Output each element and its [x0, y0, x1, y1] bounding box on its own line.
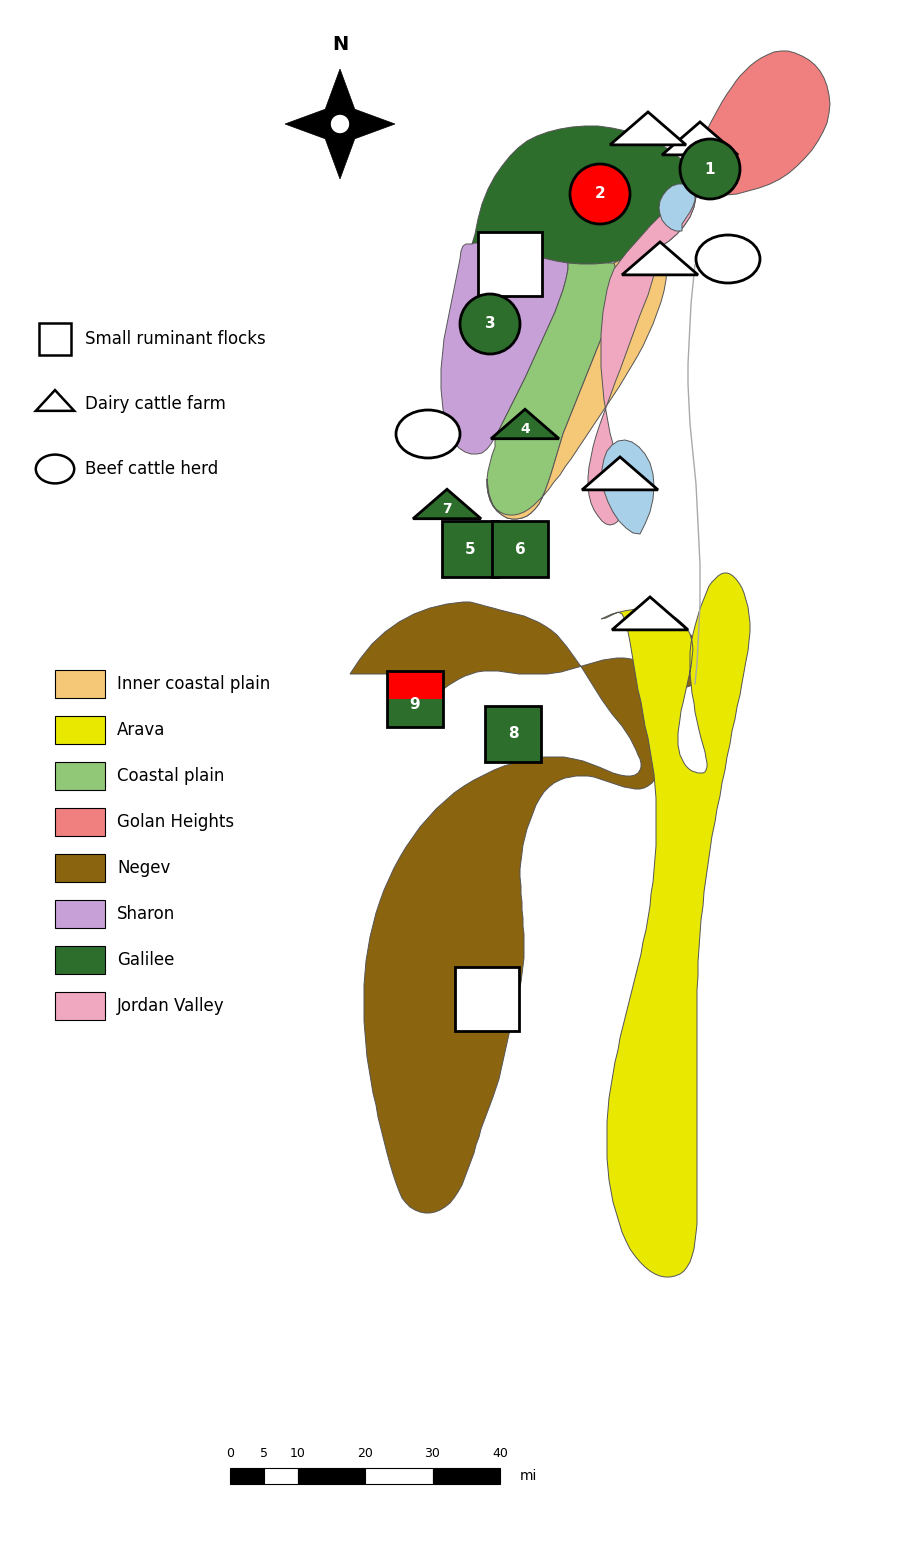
Polygon shape: [472, 126, 696, 264]
Polygon shape: [612, 597, 688, 629]
Bar: [298, 1469, 365, 1484]
Bar: [387, 699, 443, 727]
Bar: [264, 1469, 298, 1484]
Polygon shape: [610, 112, 686, 145]
Polygon shape: [582, 457, 658, 490]
Text: 2: 2: [595, 186, 606, 202]
Bar: [365, 1469, 433, 1484]
Text: Arava: Arava: [117, 721, 166, 740]
Bar: [492, 521, 548, 577]
Bar: [387, 671, 443, 699]
Text: 7: 7: [442, 502, 452, 516]
Text: Negev: Negev: [117, 859, 170, 876]
Text: Sharon: Sharon: [117, 904, 176, 923]
Polygon shape: [602, 440, 654, 535]
Text: 5: 5: [260, 1447, 268, 1461]
Text: 8: 8: [508, 727, 518, 741]
Bar: [55, 900, 105, 928]
Text: N: N: [332, 36, 348, 54]
Ellipse shape: [36, 455, 74, 483]
Text: 4: 4: [520, 423, 530, 437]
Bar: [55, 991, 105, 1019]
Text: 1: 1: [705, 162, 716, 177]
Text: Small ruminant flocks: Small ruminant flocks: [85, 329, 266, 348]
Polygon shape: [588, 169, 696, 525]
Bar: [55, 808, 105, 836]
Text: 30: 30: [425, 1447, 440, 1461]
Bar: [39, 323, 71, 354]
Ellipse shape: [396, 410, 460, 458]
Polygon shape: [688, 51, 830, 196]
Polygon shape: [413, 490, 481, 519]
Circle shape: [680, 138, 740, 199]
Text: Coastal plain: Coastal plain: [117, 768, 224, 785]
Polygon shape: [441, 242, 568, 454]
Text: Galilee: Galilee: [117, 951, 175, 970]
Polygon shape: [659, 183, 695, 232]
Bar: [55, 670, 105, 698]
Text: mi: mi: [520, 1469, 537, 1483]
Polygon shape: [491, 409, 559, 438]
Text: 6: 6: [515, 541, 526, 556]
Polygon shape: [601, 573, 750, 1277]
Text: 3: 3: [485, 317, 495, 331]
Polygon shape: [622, 242, 698, 275]
Bar: [433, 1469, 500, 1484]
Polygon shape: [487, 247, 667, 519]
Polygon shape: [36, 390, 74, 410]
Bar: [55, 761, 105, 789]
Bar: [55, 855, 105, 883]
Text: Jordan Valley: Jordan Valley: [117, 998, 225, 1015]
Bar: [387, 671, 443, 727]
Text: Inner coastal plain: Inner coastal plain: [117, 674, 270, 693]
Bar: [442, 521, 498, 577]
Text: Dairy cattle farm: Dairy cattle farm: [85, 395, 226, 413]
Text: 9: 9: [410, 698, 420, 712]
Bar: [55, 716, 105, 744]
Circle shape: [460, 294, 520, 354]
Text: Beef cattle herd: Beef cattle herd: [85, 460, 218, 479]
Bar: [230, 1469, 264, 1484]
Bar: [55, 946, 105, 974]
Ellipse shape: [696, 235, 760, 283]
Polygon shape: [487, 263, 616, 519]
Text: 5: 5: [464, 541, 475, 556]
Polygon shape: [285, 68, 395, 179]
Bar: [455, 967, 519, 1030]
Bar: [485, 706, 541, 761]
Bar: [478, 232, 542, 295]
Text: 20: 20: [357, 1447, 373, 1461]
Circle shape: [330, 113, 350, 134]
Text: 0: 0: [226, 1447, 234, 1461]
Polygon shape: [662, 121, 738, 155]
Circle shape: [570, 165, 630, 224]
Text: 10: 10: [290, 1447, 305, 1461]
Text: Golan Heights: Golan Heights: [117, 813, 234, 831]
Polygon shape: [350, 601, 701, 1214]
Text: 40: 40: [492, 1447, 508, 1461]
